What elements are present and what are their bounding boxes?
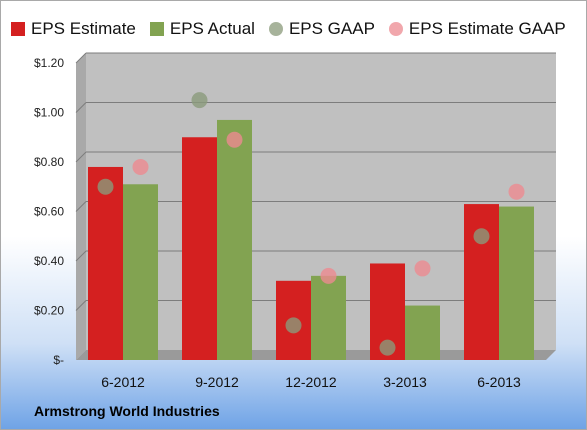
bar-eps-actual: [123, 184, 158, 360]
bar-eps-actual: [311, 275, 346, 360]
legend-swatch-eps-estimate: [11, 22, 25, 36]
legend-item-eps-gaap: EPS GAAP: [268, 19, 375, 39]
y-tick-label: $0.20: [34, 304, 64, 318]
legend-marker-eps-gaap: [268, 22, 283, 36]
point-eps-estimate-gaap: [508, 183, 525, 200]
point-eps-gaap: [285, 317, 302, 334]
bar-eps-actual: [499, 206, 534, 360]
company-name: Armstrong World Industries: [34, 403, 220, 419]
gridline-diagonal: [75, 201, 87, 212]
x-tick-label: 6-2012: [101, 374, 145, 390]
legend-item-eps-actual: EPS Actual: [149, 19, 255, 39]
bar-eps-estimate: [88, 166, 123, 360]
y-tick-label: $1.00: [34, 106, 64, 120]
point-eps-estimate-gaap: [226, 131, 243, 148]
y-tick-label: $0.40: [34, 254, 64, 268]
legend-item-eps-estimate: EPS Estimate: [11, 19, 136, 39]
gridline-diagonal: [75, 52, 87, 64]
legend-label-eps-estimate: EPS Estimate: [31, 19, 136, 38]
x-tick-label: 3-2013: [383, 374, 427, 390]
legend-label-eps-estimate-gaap: EPS Estimate GAAP: [408, 19, 566, 38]
point-eps-estimate-gaap: [320, 267, 337, 284]
point-eps-estimate-gaap: [132, 158, 149, 175]
bar-eps-actual: [405, 305, 440, 360]
gridline-diagonal: [75, 102, 87, 113]
x-tick-label: 12-2012: [285, 374, 337, 390]
gridline-diagonal: [75, 151, 87, 163]
legend-item-eps-estimate-gaap: EPS Estimate GAAP: [388, 19, 566, 39]
gridline-diagonal: [75, 250, 87, 262]
point-eps-estimate-gaap: [414, 260, 431, 277]
y-tick-label: $-: [53, 353, 64, 367]
bar-eps-estimate: [464, 204, 499, 360]
x-tick-label: 9-2012: [195, 374, 239, 390]
y-tick-label: $0.80: [34, 155, 64, 169]
bar-eps-actual: [217, 119, 252, 360]
legend-marker-eps-estimate-gaap: [388, 22, 403, 36]
legend-swatch-eps-actual: [149, 22, 164, 36]
point-eps-gaap: [379, 339, 396, 356]
legend-label-eps-gaap: EPS GAAP: [288, 19, 375, 38]
bar-eps-estimate: [182, 137, 217, 360]
x-tick-label: 6-2013: [477, 374, 521, 390]
legend: EPS Estimate EPS Actual EPS GAAP EPS Est…: [11, 17, 580, 41]
y-tick-label: $0.60: [34, 205, 64, 219]
gridline-diagonal: [75, 300, 87, 311]
y-tick-label: $1.20: [34, 56, 64, 70]
point-eps-gaap: [191, 92, 208, 109]
legend-label-eps-actual: EPS Actual: [169, 19, 255, 38]
point-eps-gaap: [473, 228, 490, 245]
point-eps-gaap: [97, 178, 114, 195]
